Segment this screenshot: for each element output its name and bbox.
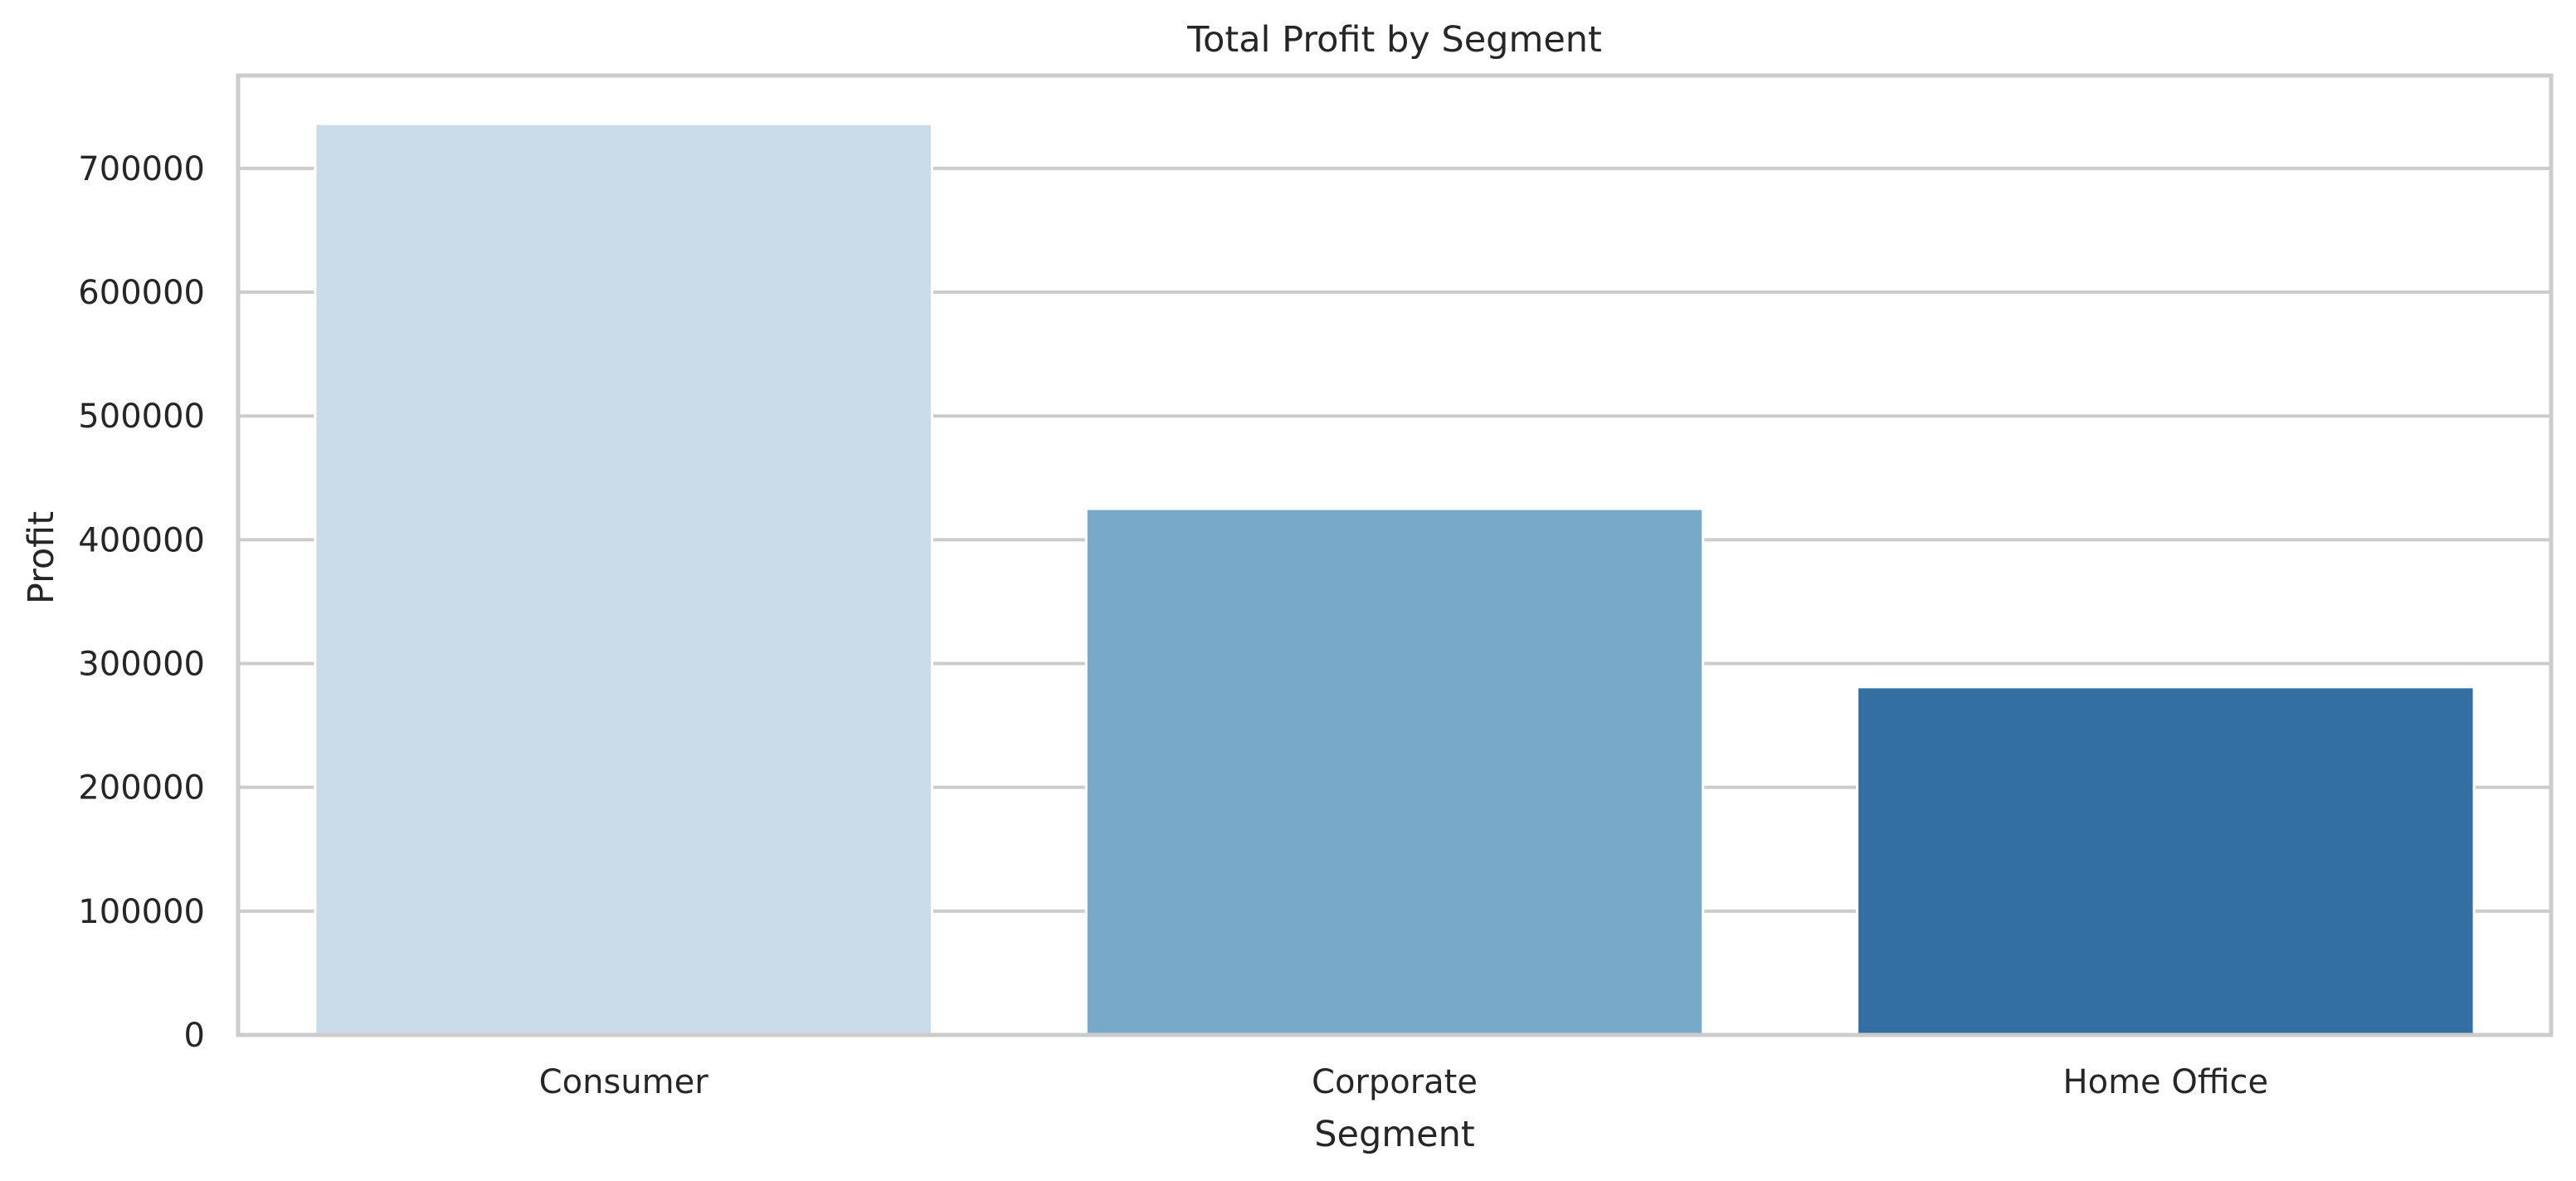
x-axis-label: Segment [1314, 1114, 1475, 1155]
x-tick-label: Corporate [1312, 1063, 1478, 1101]
x-tick-label: Home Office [2063, 1063, 2269, 1101]
bars [314, 122, 2476, 1037]
x-axis-ticks: Consumer Corporate Home Office [539, 1063, 2268, 1101]
bar [314, 122, 933, 1037]
y-axis-label: Profit [21, 511, 62, 604]
y-tick-label: 0 [184, 1017, 205, 1055]
x-tick-label: Consumer [539, 1063, 709, 1101]
y-tick-label: 700000 [78, 150, 205, 188]
y-tick-label: 100000 [78, 893, 205, 931]
bar [1856, 686, 2476, 1037]
y-tick-label: 200000 [78, 769, 205, 808]
bar [1084, 507, 1705, 1037]
y-tick-label: 300000 [78, 646, 205, 684]
y-tick-label: 400000 [78, 521, 205, 559]
y-tick-label: 600000 [78, 274, 205, 312]
chart-title: Total Profit by Segment [1186, 19, 1602, 61]
y-tick-label: 500000 [78, 398, 205, 436]
y-axis-ticks: 0 100000 200000 300000 400000 500000 600000 700… [78, 150, 205, 1055]
plot-frame [236, 73, 2554, 1037]
